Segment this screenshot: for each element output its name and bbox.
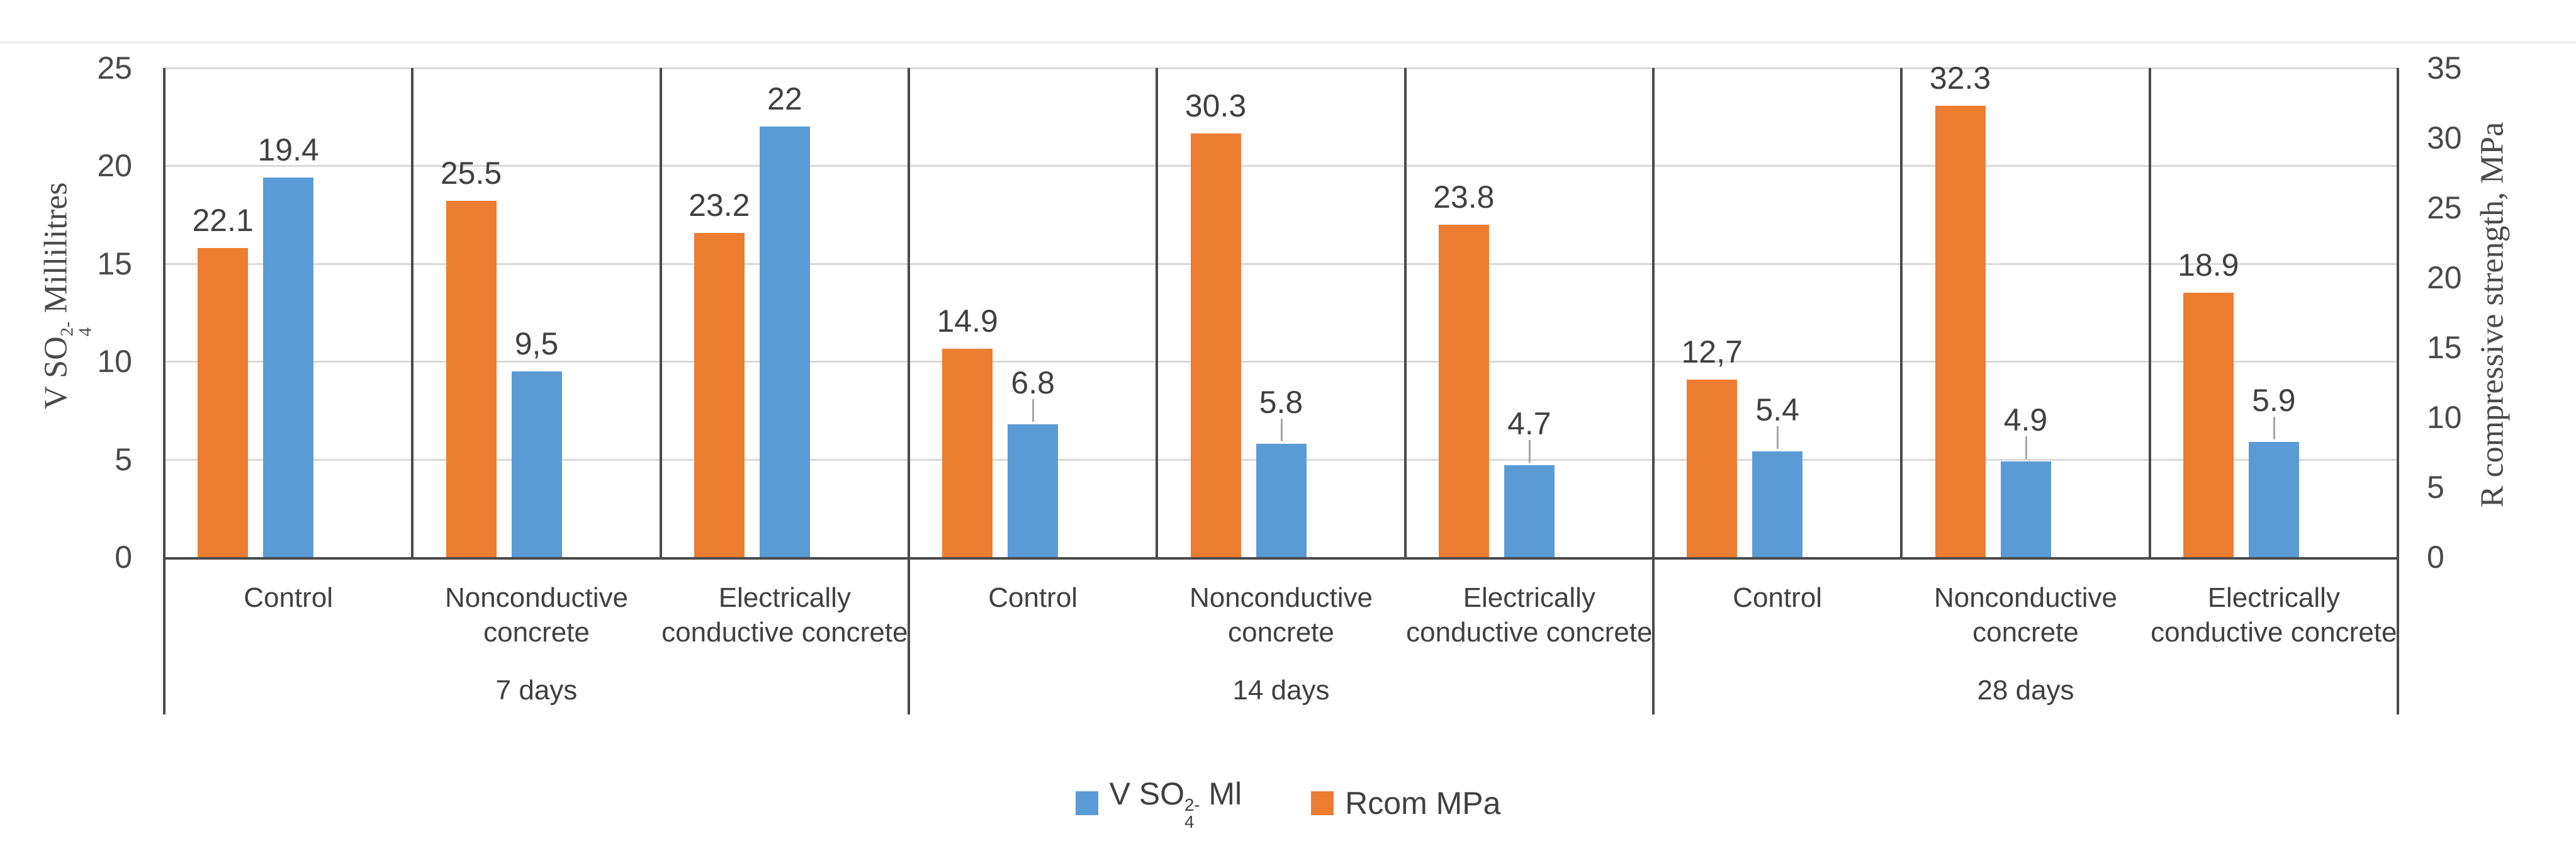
data-label-leader-line (1777, 426, 1779, 449)
category-separator (1156, 68, 1159, 557)
data-label-leader-line (1528, 440, 1531, 463)
category-label: Nonconductive concrete (1189, 582, 1373, 648)
gridline (164, 361, 2398, 363)
bar-rcom (1190, 133, 1241, 557)
left-axis-tick-label: 25 (97, 50, 132, 86)
group-separator (2397, 557, 2399, 714)
legend-swatch-blue (1075, 791, 1098, 815)
data-label-leader-line (1032, 399, 1035, 422)
category-separator (2148, 68, 2151, 557)
bar-rcom (2183, 293, 2234, 557)
bar-data-label: 5.4 (1755, 392, 1799, 427)
legend-item-vso4: V SO 2- 4 Ml (1075, 776, 1242, 832)
bar-rcom (1687, 380, 1738, 557)
right-axis-tick-label: 30 (2427, 120, 2462, 155)
category-label: Nonconductive concrete (1933, 582, 2118, 648)
bar-data-label: 22 (767, 81, 802, 116)
gridline (164, 262, 2398, 265)
legend-swatch-orange (1311, 791, 1334, 815)
group-separator (908, 557, 910, 714)
bar-vso4 (1504, 465, 1555, 557)
bar-rcom (198, 248, 249, 557)
category-label: Electrically conductive concrete (661, 582, 908, 648)
right-axis-title: R compressive strength, MPa (2474, 121, 2511, 508)
legend-label-rcom: Rcom MPa (1345, 785, 1501, 821)
bar-vso4 (511, 371, 562, 557)
right-axis-tick-label: 20 (2427, 260, 2462, 295)
category-label: Nonconductive concrete (444, 582, 629, 648)
legend-label-vso4: V SO 2- 4 Ml (1109, 776, 1242, 832)
category-label: Control (988, 582, 1078, 613)
bar-vso4 (2248, 442, 2299, 557)
bar-data-label: 30.3 (1184, 88, 1247, 123)
bar-rcom (942, 349, 993, 557)
data-label-leader-line (1280, 419, 1283, 441)
group-separator (1652, 557, 1655, 714)
bar-data-label: 23.2 (689, 188, 750, 223)
category-separator (1900, 68, 1903, 557)
bar-vso4 (1256, 444, 1307, 557)
left-axis-tick-label: 20 (97, 148, 132, 184)
category-separator (1403, 68, 1407, 557)
so4-ion-notation: 2- 4 (1184, 794, 1200, 832)
right-axis-tick-label: 35 (2427, 50, 2462, 86)
bar-rcom (446, 201, 497, 557)
bar-data-label: 19.4 (257, 132, 319, 167)
left-axis-tick-label: 10 (97, 344, 132, 380)
group-label: 7 days (495, 675, 578, 706)
bar-data-label: 5.8 (1259, 385, 1303, 420)
bar-vso4 (1008, 424, 1059, 557)
right-axis-tick-label: 25 (2427, 190, 2462, 225)
left-axis-tick-label: 5 (115, 441, 132, 477)
right-axis-tick-label: 10 (2427, 400, 2462, 435)
category-label: Control (244, 582, 334, 613)
data-label-leader-line (2273, 417, 2275, 439)
bar-data-label: 4.9 (2003, 402, 2048, 437)
so4-ion-notation: 2- 4 (57, 321, 95, 337)
data-label-leader-line (2025, 436, 2027, 459)
right-axis-tick-label: 15 (2427, 330, 2462, 365)
left-axis-tick-label: 0 (115, 539, 132, 575)
category-separator (659, 68, 662, 557)
bar-data-label: 22.1 (192, 203, 254, 238)
bar-rcom (1438, 225, 1489, 557)
chart-top-border (0, 42, 2576, 43)
group-label: 28 days (1977, 675, 2074, 706)
gridline (164, 165, 2398, 167)
bar-vso4 (1752, 451, 1803, 557)
right-axis-tick-label: 5 (2427, 470, 2444, 505)
bar-rcom (694, 233, 745, 557)
bar-data-label: 18.9 (2178, 247, 2239, 283)
right-axis-tick-label: 0 (2427, 539, 2444, 575)
bar-data-label: 9,5 (514, 326, 559, 361)
bar-rcom (1935, 106, 1986, 557)
bar-data-label: 25.5 (440, 155, 502, 191)
legend: V SO 2- 4 Ml Rcom MPa (0, 776, 2576, 831)
category-label: Electrically conductive concrete (1406, 582, 1653, 648)
right-axis-line (2397, 68, 2399, 557)
bar-vso4 (263, 178, 314, 557)
bar-data-label: 6.8 (1011, 365, 1055, 400)
legend-item-rcom: Rcom MPa (1311, 785, 1500, 821)
bar-vso4 (759, 127, 810, 557)
gridline (164, 67, 2398, 69)
bar-data-label: 12,7 (1681, 334, 1743, 370)
bar-data-label: 14.9 (936, 303, 998, 339)
category-separator (411, 68, 414, 557)
bar-data-label: 5.9 (2252, 383, 2296, 418)
category-separator (908, 68, 910, 557)
bar-data-label: 23.8 (1433, 179, 1495, 215)
x-axis-line (164, 557, 2398, 560)
group-separator (163, 557, 166, 714)
bar-data-label: 32.3 (1929, 60, 1991, 96)
bar-vso4 (2000, 461, 2051, 557)
category-label: Control (1733, 582, 1823, 613)
left-axis-tick-label: 15 (97, 246, 132, 281)
bar-data-label: 4.7 (1507, 406, 1551, 441)
group-label: 14 days (1232, 675, 1330, 706)
category-separator (1652, 68, 1655, 557)
category-label: Electrically conductive concrete (2151, 582, 2397, 648)
left-axis-line (163, 68, 166, 557)
